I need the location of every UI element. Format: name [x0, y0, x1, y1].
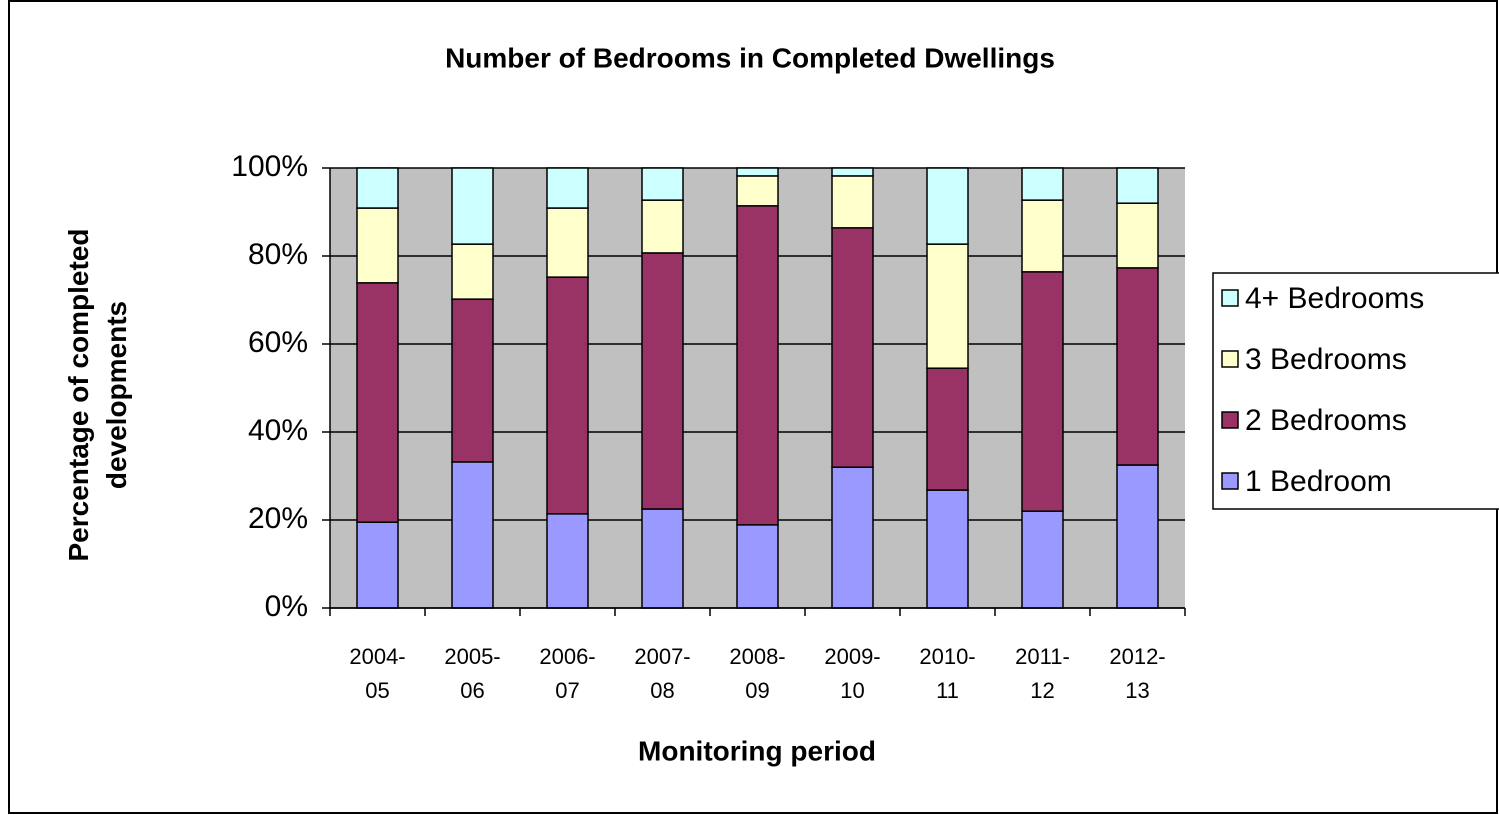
bar-segment [831, 167, 874, 177]
y-tick-label: 60% [248, 326, 308, 359]
bar-segment [451, 243, 494, 300]
bar-segment [926, 243, 969, 369]
bar-segment [831, 466, 874, 609]
x-tick-label: 2008-09 [729, 644, 786, 703]
bar-segment [1116, 267, 1159, 466]
bar-segment [546, 167, 589, 209]
bar-segment [736, 524, 779, 609]
bar-segment [356, 282, 399, 523]
legend-box [1212, 272, 1499, 510]
bar-segment [1116, 202, 1159, 269]
x-tick-label: 2006-07 [539, 644, 596, 703]
bar-segment [926, 489, 969, 609]
bar-segment [1021, 271, 1064, 512]
y-tick-label: 20% [248, 502, 308, 535]
bar-segment [546, 513, 589, 609]
bar-segment [736, 167, 779, 177]
x-tick-label: 2009-10 [824, 644, 881, 703]
bar-segment [736, 205, 779, 526]
bar-segment [451, 167, 494, 245]
bar-segment [641, 252, 684, 510]
bar-segment [641, 167, 684, 201]
x-tick-label: 2011-12 [1015, 644, 1070, 703]
x-tick-label: 2012-13 [1109, 644, 1166, 703]
legend-label: 4+ Bedrooms [1245, 282, 1424, 315]
bar-segment [736, 175, 779, 207]
bar-segment [546, 207, 589, 278]
x-tick-label: 2010-11 [919, 644, 976, 703]
x-tick-label: 2007-08 [634, 644, 691, 703]
bar-segment [926, 367, 969, 491]
bar-segment [1021, 510, 1064, 609]
bar-segment [641, 199, 684, 254]
x-tick-label: 2005-06 [444, 644, 501, 703]
x-tick-label: 2004-05 [349, 644, 406, 703]
y-tick-label: 80% [248, 238, 308, 271]
bar-segment [1021, 199, 1064, 273]
legend-label: 3 Bedrooms [1245, 343, 1407, 376]
bar-segment [451, 461, 494, 609]
bar-segment [641, 508, 684, 609]
bar-segment [356, 207, 399, 284]
bar-segment [1116, 167, 1159, 204]
bar-segment [926, 167, 969, 245]
bar-segment [451, 298, 494, 463]
y-tick-label: 40% [248, 414, 308, 447]
x-axis-title: Monitoring period [638, 735, 876, 766]
bar-segment [356, 167, 399, 209]
y-axis-title: Percentage of completed developments [63, 228, 132, 562]
legend-swatch [1221, 472, 1239, 490]
legend-swatch [1221, 350, 1239, 368]
bar-segment [546, 276, 589, 515]
chart-title: Number of Bedrooms in Completed Dwelling… [445, 42, 1055, 73]
y-tick-label: 0% [265, 590, 308, 623]
legend-swatch [1221, 411, 1239, 429]
bar-segment [831, 175, 874, 229]
y-tick-label: 100% [231, 150, 308, 183]
legend-label: 2 Bedrooms [1245, 404, 1407, 437]
bar-segment [1021, 167, 1064, 201]
bar-segment [831, 227, 874, 468]
bar-segment [356, 521, 399, 609]
legend-swatch [1221, 289, 1239, 307]
legend-label: 1 Bedroom [1245, 465, 1392, 498]
bar-segment [1116, 464, 1159, 609]
